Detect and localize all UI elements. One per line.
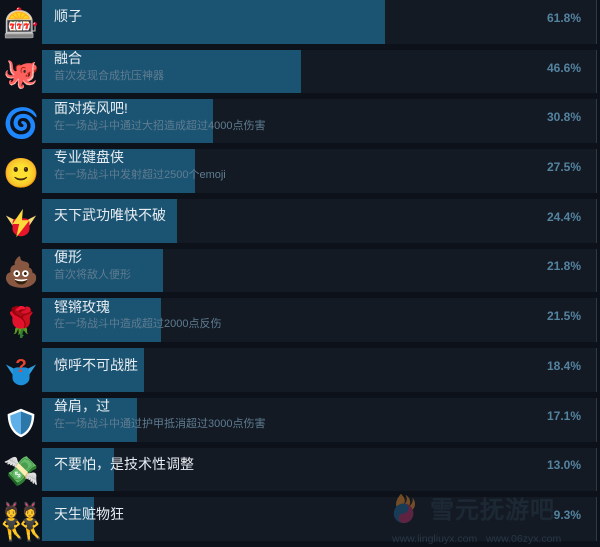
svg-text:?: ?	[15, 356, 27, 377]
